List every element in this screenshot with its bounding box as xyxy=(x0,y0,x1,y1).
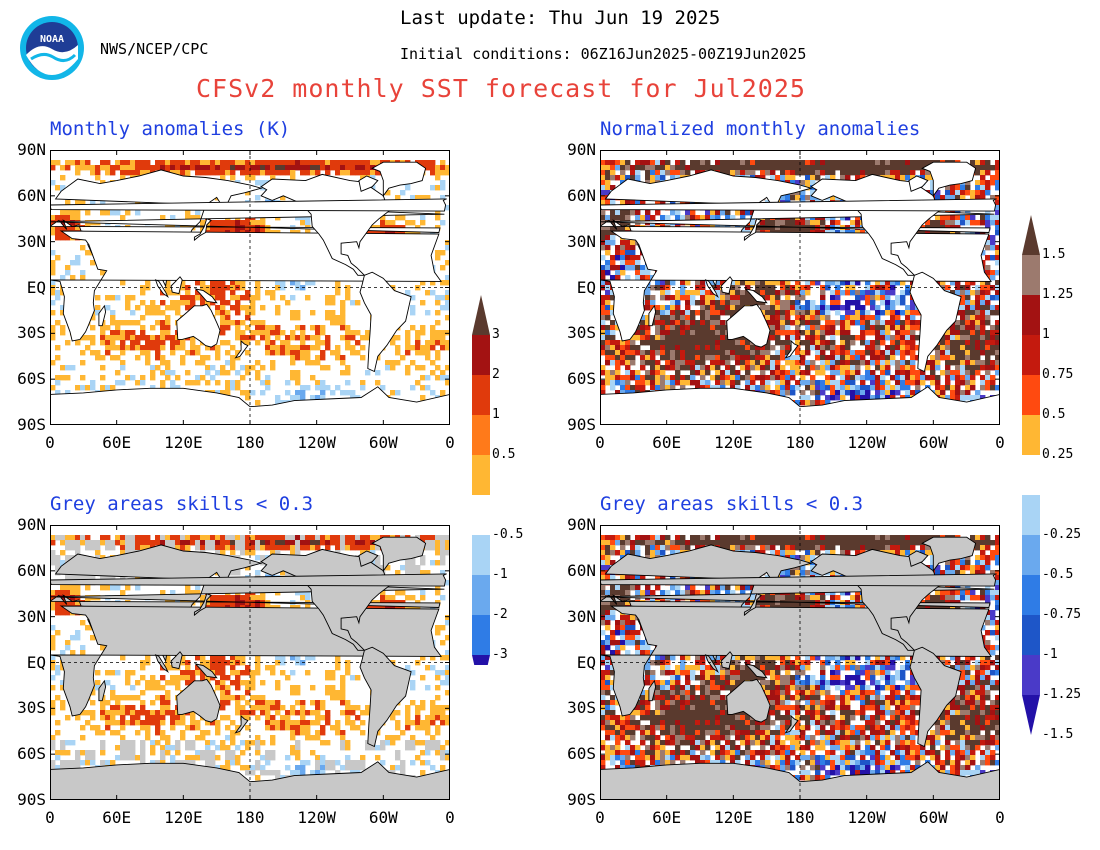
y-tick-label: 30N xyxy=(17,231,46,251)
y-tick-label: 60S xyxy=(567,744,596,764)
last-update: Last update: Thu Jun 19 2025 xyxy=(400,7,721,29)
normalized-colorbar: 1.5 1.25 1 0.75 0.5 0.25 -0.25 -0.5 -0.75 -1 -1.25… xyxy=(1020,215,1100,745)
y-tick-label: 90S xyxy=(567,415,596,434)
noaa-logo: NOAA xyxy=(19,15,85,81)
x-tick-label: 0 xyxy=(445,433,455,452)
colorbar-label: -0.75 xyxy=(1042,607,1082,622)
map-svg xyxy=(599,524,1001,801)
y-tick-label: 90N xyxy=(17,515,46,534)
x-tick-label: 180 xyxy=(785,808,815,827)
y-tick-label: EQ xyxy=(576,652,596,672)
x-tick-label: 60E xyxy=(652,808,682,827)
y-tick-label: 60N xyxy=(567,185,596,205)
colorbar-label: -1.5 xyxy=(1042,727,1074,742)
x-tick-label: 120E xyxy=(714,808,753,827)
panel-title-tr: Normalized monthly anomalies xyxy=(600,118,921,140)
colorbar-label: -0.25 xyxy=(1042,527,1082,542)
colorbar-label: 3 xyxy=(492,327,500,342)
x-tick-label: 120E xyxy=(164,808,203,827)
agency-label: NWS/NCEP/CPC xyxy=(100,40,209,58)
x-tick-label: 120W xyxy=(297,808,336,827)
x-tick-label: 120W xyxy=(847,808,886,827)
y-tick-label: 90S xyxy=(17,790,46,809)
x-tick-label: 0 xyxy=(595,433,605,452)
map-svg xyxy=(599,149,1001,426)
x-tick-label: 0 xyxy=(995,808,1005,827)
y-tick-label: 30S xyxy=(567,698,596,718)
map-normalized-anomalies xyxy=(599,149,1001,426)
colorbar-label: 2 xyxy=(492,367,500,382)
colorbar-svg xyxy=(1022,215,1040,735)
y-tick-label: 30N xyxy=(567,606,596,626)
colorbar-label: 1 xyxy=(492,407,500,422)
y-tick-label: 30N xyxy=(17,606,46,626)
colorbar-svg xyxy=(472,295,490,695)
colorbar-label: 0.75 xyxy=(1042,367,1074,382)
y-tick-label: 30S xyxy=(17,323,46,343)
y-tick-label: EQ xyxy=(26,277,46,297)
x-tick-label: 180 xyxy=(235,433,265,452)
x-tick-label: 60W xyxy=(918,808,948,827)
map-normalized-skill-masked xyxy=(599,524,1001,801)
x-tick-label: 120W xyxy=(847,433,886,452)
y-tick-label: 60S xyxy=(17,744,46,764)
map-anomalies-skill-masked xyxy=(49,524,451,801)
panel-title-tl: Monthly anomalies (K) xyxy=(50,118,291,140)
x-tick-label: 0 xyxy=(45,433,55,452)
x-tick-label: 0 xyxy=(445,808,455,827)
y-tick-label: 90N xyxy=(567,515,596,534)
colorbar-label: -1.25 xyxy=(1042,687,1082,702)
colorbar-label: -0.5 xyxy=(492,527,524,542)
map-monthly-anomalies xyxy=(49,149,451,426)
map-svg xyxy=(49,149,451,426)
y-tick-label: 30S xyxy=(17,698,46,718)
x-tick-label: 60E xyxy=(102,808,132,827)
colorbar-label: -1 xyxy=(492,567,508,582)
colorbar-label: 1.5 xyxy=(1042,247,1066,262)
logo-text: NOAA xyxy=(40,34,64,45)
y-tick-label: 30S xyxy=(567,323,596,343)
x-tick-label: 0 xyxy=(595,808,605,827)
colorbar-label: 0.25 xyxy=(1042,447,1074,462)
y-tick-label: EQ xyxy=(576,277,596,297)
x-tick-label: 120E xyxy=(714,433,753,452)
x-tick-label: 0 xyxy=(995,433,1005,452)
colorbar-label: 1.25 xyxy=(1042,287,1074,302)
panel-title-br: Grey areas skills < 0.3 xyxy=(600,493,864,515)
colorbar-label: -1 xyxy=(1042,647,1058,662)
y-tick-label: 60S xyxy=(567,369,596,389)
anomaly-colorbar: 3 2 1 0.5 -0.5 -1 -2 -3 xyxy=(470,295,530,695)
y-tick-label: 60N xyxy=(17,185,46,205)
x-tick-label: 60W xyxy=(918,433,948,452)
y-tick-label: 90S xyxy=(17,415,46,434)
y-tick-label: EQ xyxy=(26,652,46,672)
colorbar-label: 1 xyxy=(1042,327,1050,342)
x-tick-label: 0 xyxy=(45,808,55,827)
x-tick-label: 60W xyxy=(368,808,398,827)
y-tick-label: 90N xyxy=(567,140,596,159)
colorbar-label: 0.5 xyxy=(492,447,516,462)
x-tick-label: 120E xyxy=(164,433,203,452)
panel-title-bl: Grey areas skills < 0.3 xyxy=(50,493,314,515)
y-tick-label: 60N xyxy=(567,560,596,580)
y-tick-label: 60N xyxy=(17,560,46,580)
x-tick-label: 180 xyxy=(235,808,265,827)
y-tick-label: 90N xyxy=(17,140,46,159)
x-tick-label: 60W xyxy=(368,433,398,452)
colorbar-label: -3 xyxy=(492,647,508,662)
colorbar-label: 0.5 xyxy=(1042,407,1066,422)
initial-conditions: Initial conditions: 06Z16Jun2025-00Z19Ju… xyxy=(400,45,807,63)
colorbar-label: -2 xyxy=(492,607,508,622)
x-tick-label: 180 xyxy=(785,433,815,452)
x-tick-label: 120W xyxy=(297,433,336,452)
x-tick-label: 60E xyxy=(102,433,132,452)
map-svg xyxy=(49,524,451,801)
page-title: CFSv2 monthly SST forecast for Jul2025 xyxy=(196,74,806,103)
y-tick-label: 60S xyxy=(17,369,46,389)
colorbar-label: -0.5 xyxy=(1042,567,1074,582)
x-tick-label: 60E xyxy=(652,433,682,452)
y-tick-label: 30N xyxy=(567,231,596,251)
y-tick-label: 90S xyxy=(567,790,596,809)
